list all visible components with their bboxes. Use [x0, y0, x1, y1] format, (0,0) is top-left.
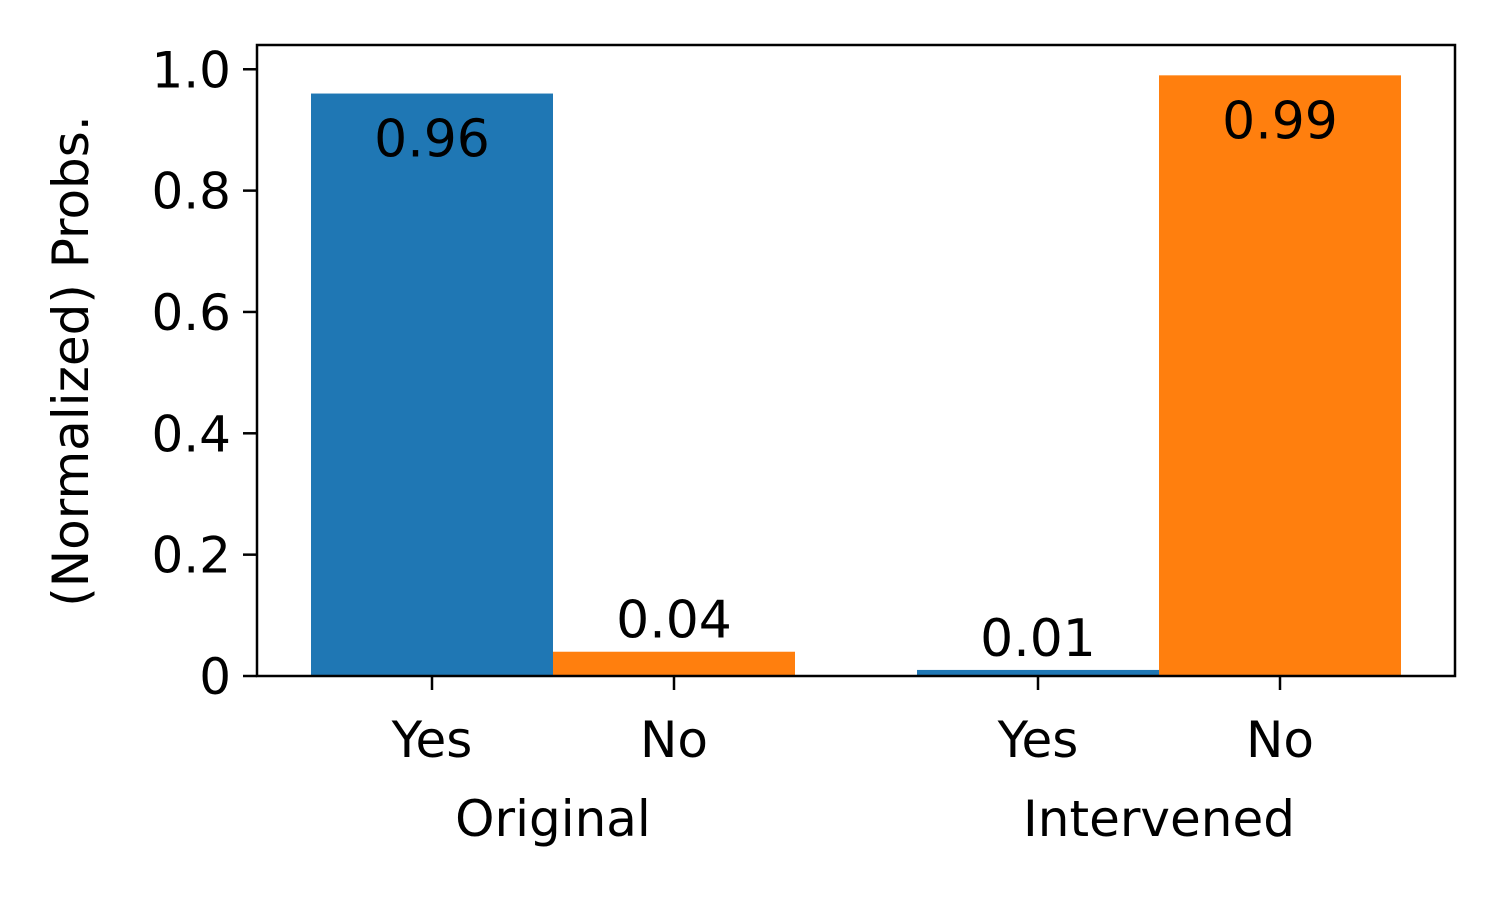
x-tick-label: No: [1246, 711, 1314, 769]
bars-layer: [311, 75, 1401, 677]
bar-original-yes: [311, 93, 553, 677]
bar-original-no: [553, 651, 795, 676]
x-tick-label: Yes: [391, 711, 473, 769]
data-label: 0.96: [374, 110, 490, 170]
y-tick-label: 0: [199, 648, 231, 706]
x-axis: Yes No Original Yes No Intervened: [391, 676, 1314, 848]
plot-frame: [255, 43, 1457, 678]
data-labels-layer: 0.96 0.04 0.01 0.99: [374, 91, 1338, 669]
x-tick-label: Yes: [997, 711, 1079, 769]
y-tick-label: 0.6: [151, 284, 231, 342]
group-label-original: Original: [455, 790, 651, 848]
bar-intervened-no: [1159, 75, 1401, 676]
data-label: 0.99: [1222, 91, 1338, 151]
y-tick-label: 0.4: [151, 405, 231, 463]
y-tick-label: 0.2: [151, 527, 231, 585]
y-axis-label: (Normalized) Probs.: [42, 115, 100, 606]
data-label: 0.04: [616, 591, 732, 651]
group-label-intervened: Intervened: [1023, 790, 1295, 848]
x-tick-label: No: [640, 711, 708, 769]
y-tick-label: 1.0: [151, 41, 231, 99]
y-axis: 0 0.2 0.4 0.6 0.8 1.0: [151, 41, 257, 706]
y-tick-label: 0.8: [151, 163, 231, 221]
data-label: 0.01: [980, 609, 1096, 669]
bar-intervened-yes: [917, 669, 1159, 676]
